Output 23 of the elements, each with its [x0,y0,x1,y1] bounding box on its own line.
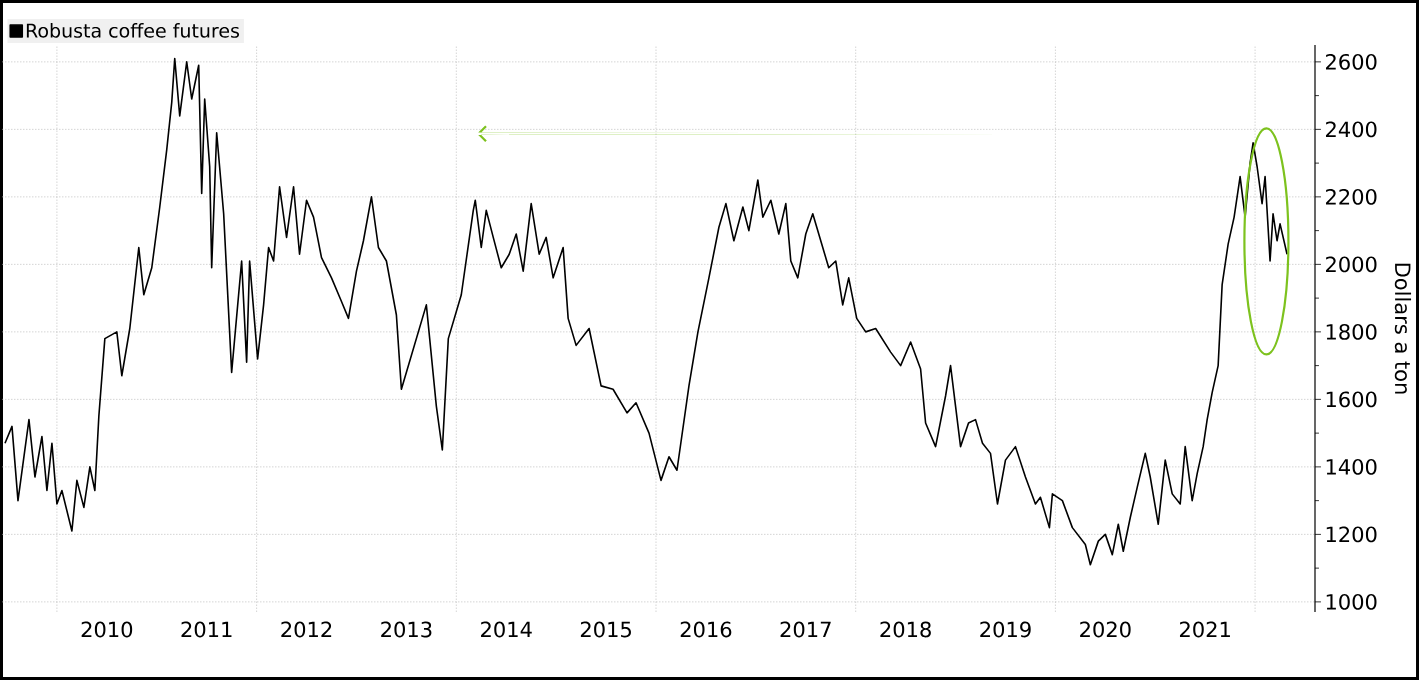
y-tick-label: 2000 [1326,256,1377,273]
y-tick-label: 1600 [1326,391,1377,408]
y-tick-label: 2200 [1326,188,1377,205]
y-tick-label: 1400 [1326,458,1377,475]
x-tick-label: 2019 [980,621,1031,638]
y-tick-label: 2600 [1326,53,1377,70]
x-tick-label: 2013 [381,621,432,638]
x-tick-label: 2011 [181,621,232,638]
x-tick-label: 2012 [281,621,332,638]
x-tick-label: 2016 [680,621,732,638]
y-tick-label: 2400 [1326,121,1377,138]
y-tick-label: 1000 [1326,593,1377,610]
x-tick-label: 2021 [1179,621,1230,638]
x-tick-label: 2010 [81,621,133,638]
legend-label: Robusta coffee futures [26,23,240,38]
x-tick-label: 2017 [780,621,831,638]
y-tick-label: 1200 [1326,526,1377,543]
x-tick-label: 2015 [580,621,631,638]
y-axis-title: Dollars a ton [1394,263,1412,394]
y-tick-label: 1800 [1326,323,1377,340]
x-tick-label: 2018 [880,621,931,638]
x-tick-label: 2020 [1080,621,1131,638]
x-tick-label: 2014 [481,621,532,638]
